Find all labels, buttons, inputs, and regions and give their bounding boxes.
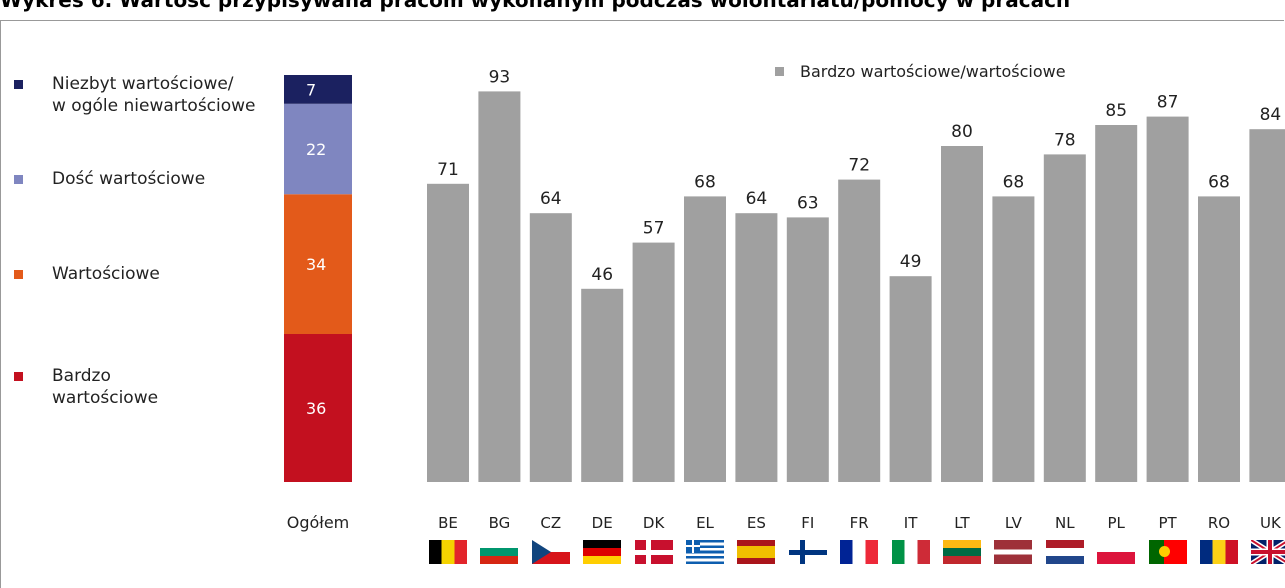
x-tick-label: FR — [850, 514, 869, 532]
flag-fi-icon — [788, 540, 827, 564]
flag-el-icon — [686, 540, 724, 564]
bar — [838, 179, 881, 482]
bar-value-label: 84 — [1260, 105, 1282, 125]
flag-bg-icon — [480, 540, 519, 564]
stacked-category-label: Ogółem — [287, 513, 350, 532]
x-tick-label: DE — [592, 514, 613, 532]
x-tick-label: LV — [1005, 514, 1023, 532]
x-tick-label: ES — [747, 514, 766, 532]
legend-swatch — [14, 80, 23, 89]
series-legend-swatch — [775, 67, 784, 76]
stacked-segment — [284, 194, 352, 334]
bar-value-label: 72 — [848, 156, 870, 176]
legend-swatch — [14, 175, 23, 184]
flag-pl-icon — [1097, 540, 1136, 564]
flag-be-icon — [429, 540, 467, 564]
x-tick-label: IT — [904, 514, 918, 532]
chart-frame — [0, 20, 1284, 588]
x-tick-label: UK — [1260, 514, 1282, 532]
legend-swatch — [14, 270, 23, 279]
flag-ro-icon — [1200, 540, 1238, 564]
bar — [581, 288, 624, 482]
x-tick-label: NL — [1055, 514, 1075, 532]
flag-dk-icon — [634, 540, 673, 564]
bar — [992, 196, 1035, 482]
bar — [1249, 129, 1285, 482]
bar — [1095, 125, 1138, 482]
bar-value-label: 63 — [797, 193, 819, 213]
flag-de-icon — [583, 540, 622, 564]
bar — [735, 213, 778, 482]
stacked-legend: Niezbyt wartościowe/ w ogóle niewartości… — [0, 0, 280, 588]
bar-value-label: 64 — [746, 189, 768, 209]
x-tick-label: FI — [801, 514, 814, 532]
stacked-segment-value: 7 — [306, 80, 316, 99]
stacked-segment-value: 34 — [306, 255, 326, 274]
bar-value-label: 71 — [437, 160, 459, 180]
flag-lt-icon — [943, 540, 981, 564]
legend-label: Wartościowe — [52, 264, 160, 284]
x-tick-label: PT — [1158, 514, 1177, 532]
bar-value-label: 93 — [489, 67, 511, 87]
flag-it-icon — [891, 540, 930, 564]
bar — [1198, 196, 1240, 482]
series-legend-label: Bardzo wartościowe/wartościowe — [800, 62, 1066, 81]
bar-value-label: 57 — [643, 219, 665, 239]
x-tick-label: EL — [696, 514, 714, 532]
bar-value-label: 78 — [1054, 130, 1076, 150]
bar — [684, 196, 726, 482]
x-tick-label: BG — [489, 514, 511, 532]
bar-value-label: 68 — [694, 172, 716, 192]
x-tick-label: BE — [438, 514, 458, 532]
x-tick-label: RO — [1208, 514, 1230, 532]
bar-value-label: 49 — [900, 252, 922, 272]
stacked-segment-value: 22 — [306, 140, 326, 159]
x-tick-label: LT — [954, 514, 970, 532]
bar — [1043, 154, 1086, 482]
x-tick-label: PL — [1107, 514, 1125, 532]
legend-label: Niezbyt wartościowe/ w ogóle niewartości… — [52, 74, 256, 116]
x-tick-label: DK — [643, 514, 666, 532]
bar-value-label: 46 — [591, 265, 613, 285]
flag-uk-icon — [1250, 537, 1285, 567]
bar-value-label: 64 — [540, 189, 562, 209]
flag-fr-icon — [840, 540, 879, 564]
legend-label: Dość wartościowe — [52, 169, 206, 189]
x-tick-label: CZ — [540, 514, 561, 532]
bar — [427, 183, 469, 483]
stacked-segment — [284, 75, 352, 104]
bar — [941, 146, 983, 482]
bar-value-label: 68 — [1003, 172, 1025, 192]
flag-es-icon — [737, 540, 776, 564]
bar — [786, 217, 829, 482]
bar — [632, 242, 675, 482]
bar-value-label: 85 — [1105, 101, 1127, 121]
legend-label: Bardzo wartościowe — [52, 366, 159, 408]
bar — [529, 213, 572, 482]
legend-swatch — [14, 372, 23, 381]
stacked-segment — [284, 103, 352, 195]
stacked-segment — [284, 334, 352, 482]
bar — [478, 91, 521, 483]
bar — [1146, 116, 1189, 482]
bar-value-label: 80 — [951, 122, 973, 142]
flag-cz-icon — [531, 540, 570, 564]
bar — [889, 276, 932, 482]
bar-value-label: 87 — [1157, 93, 1179, 113]
stacked-segment-value: 36 — [306, 399, 326, 418]
flag-lv-icon — [994, 540, 1033, 564]
flag-nl-icon — [1045, 540, 1084, 564]
chart-title: Wykres 6. Wartość przypisywana pracom wy… — [0, 0, 1071, 12]
bar-value-label: 68 — [1208, 172, 1230, 192]
flag-pt-icon — [1148, 540, 1187, 564]
